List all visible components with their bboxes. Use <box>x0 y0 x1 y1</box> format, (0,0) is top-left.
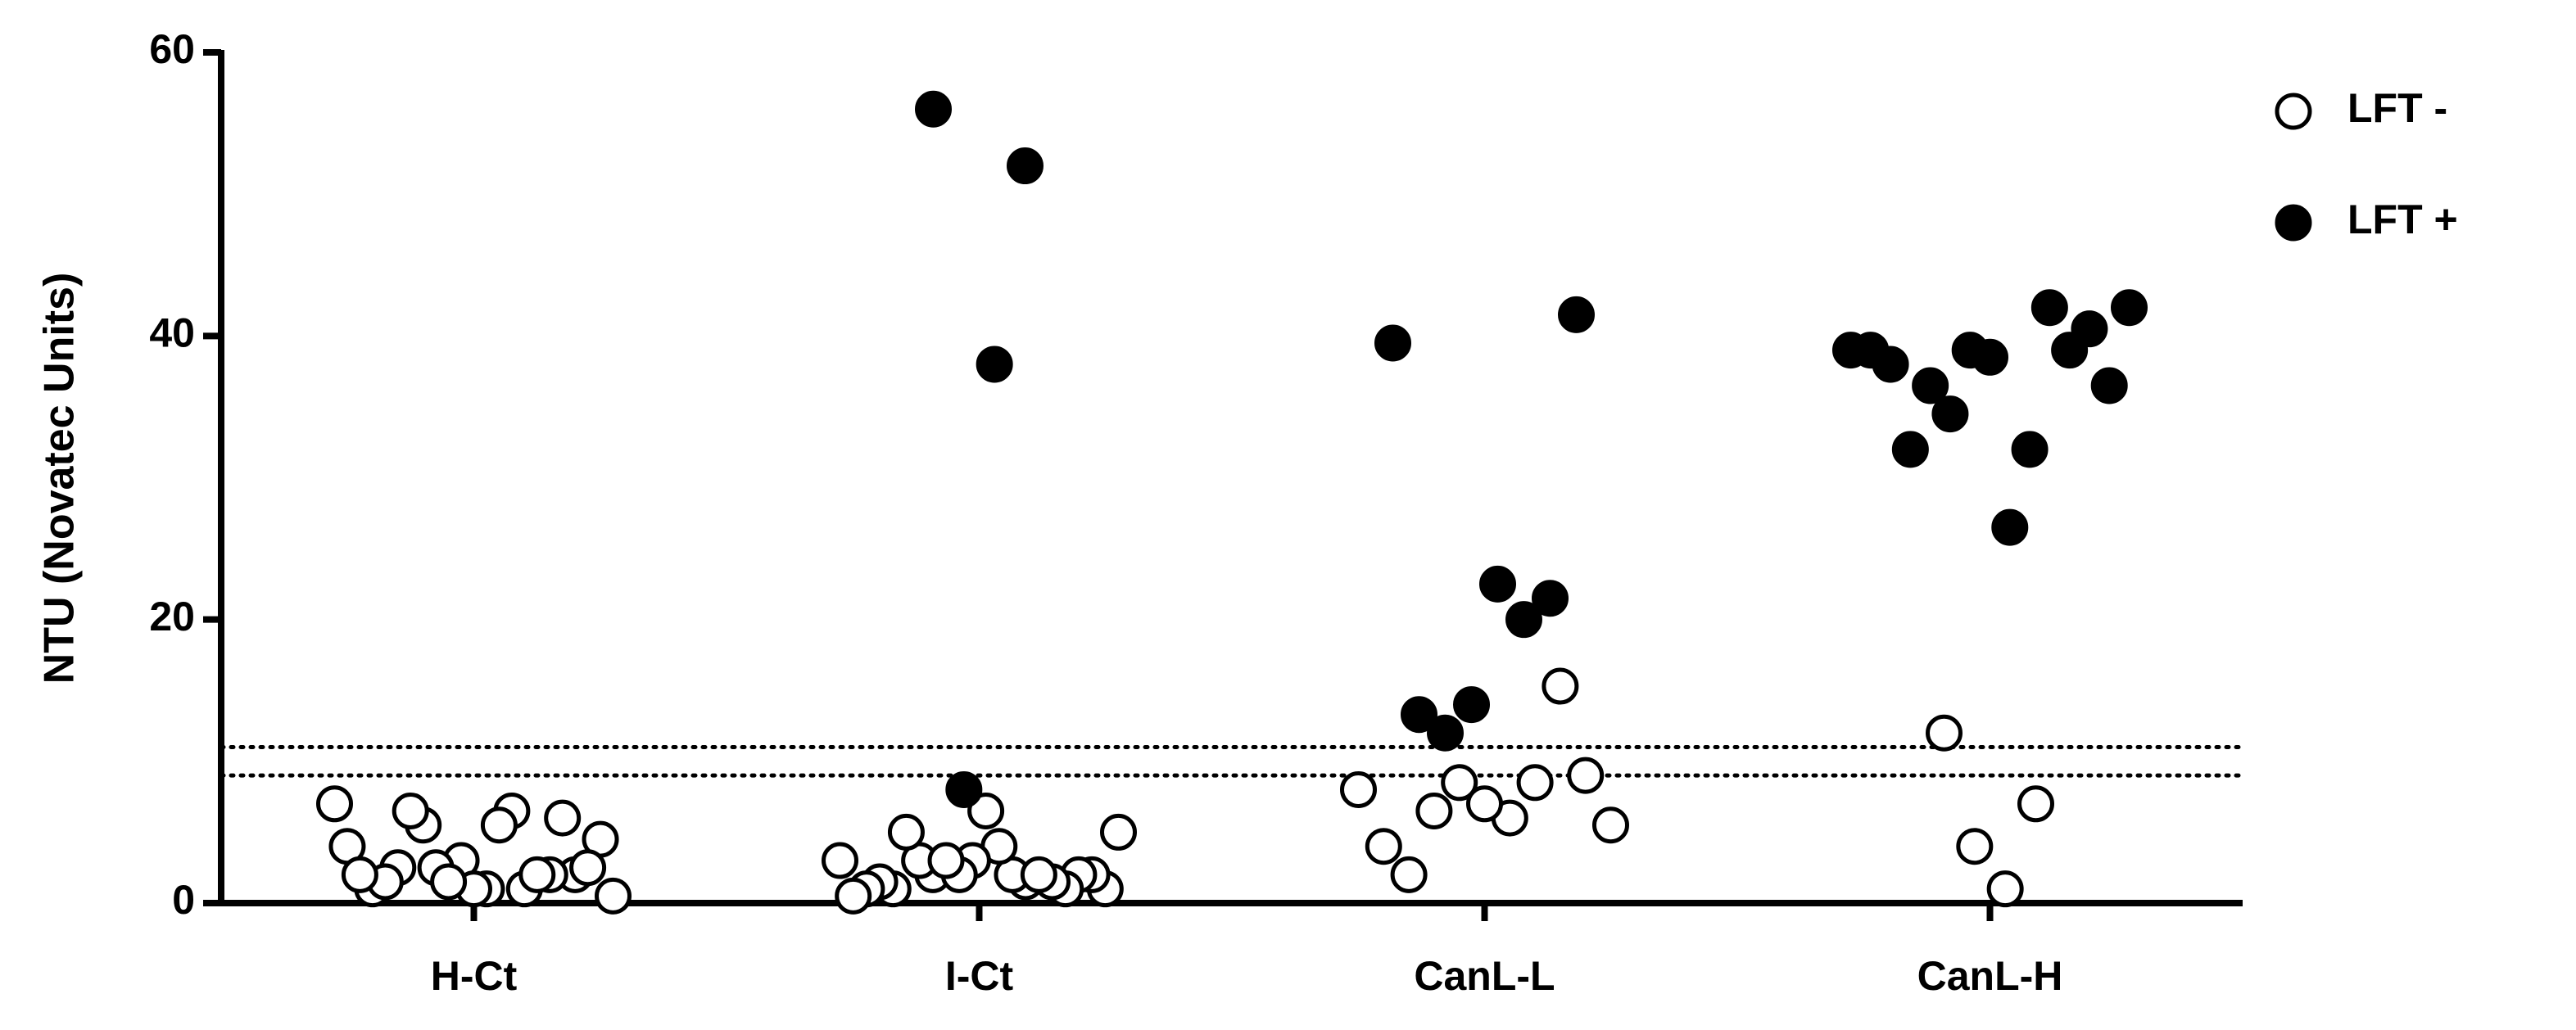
data-point <box>945 770 983 808</box>
data-point <box>927 842 965 879</box>
data-point <box>1365 828 1402 865</box>
data-point <box>518 856 556 893</box>
data-point <box>341 856 378 893</box>
data-point <box>1956 828 1994 865</box>
data-point <box>1007 147 1044 185</box>
data-point <box>2011 431 2049 468</box>
data-point <box>1558 296 1595 333</box>
data-point <box>1466 785 1503 823</box>
data-point <box>1505 601 1542 639</box>
y-tick-label: 20 <box>149 594 195 639</box>
data-point <box>1912 367 1949 404</box>
data-point <box>976 346 1013 383</box>
data-point <box>1516 764 1554 802</box>
x-tick-label: CanL-H <box>1917 953 2063 999</box>
data-point <box>1479 565 1516 603</box>
legend-marker <box>2275 93 2312 130</box>
data-point <box>392 792 429 829</box>
data-point <box>822 842 858 879</box>
data-point <box>1926 714 1963 752</box>
y-axis-label: NTU (Novatec Units) <box>36 273 84 684</box>
x-tick-label: I-Ct <box>945 953 1014 999</box>
data-point <box>1374 324 1411 362</box>
data-point <box>1931 395 1969 433</box>
data-point <box>2051 332 2089 369</box>
legend-marker <box>2275 204 2312 242</box>
data-point <box>2030 289 2068 327</box>
y-tick-label: 40 <box>149 310 195 356</box>
data-point <box>569 849 607 887</box>
legend-label: LFT + <box>2347 197 2458 242</box>
data-point <box>1986 870 2024 908</box>
data-point <box>835 877 872 915</box>
data-point <box>1453 686 1490 724</box>
data-point <box>1340 770 1377 808</box>
data-point <box>1542 667 1579 705</box>
data-point <box>1390 856 1428 893</box>
x-tick-label: H-Ct <box>431 953 518 999</box>
data-point <box>595 877 632 915</box>
data-point <box>316 785 353 823</box>
data-point <box>2017 785 2054 823</box>
y-tick-label: 60 <box>149 26 195 72</box>
data-point <box>480 806 518 844</box>
data-point <box>1020 856 1057 893</box>
data-point <box>1592 806 1629 844</box>
data-point <box>1891 431 1929 468</box>
data-point <box>1441 764 1478 802</box>
data-point <box>1100 813 1137 851</box>
data-point <box>915 90 952 128</box>
data-point <box>1951 332 1989 369</box>
data-point <box>2090 367 2128 404</box>
data-point <box>430 863 468 901</box>
x-tick-label: CanL-L <box>1414 953 1555 999</box>
data-point <box>1991 508 2029 546</box>
data-point <box>1852 332 1890 369</box>
data-point <box>1427 714 1464 752</box>
data-point <box>1415 792 1453 829</box>
y-tick-label: 0 <box>172 877 195 923</box>
data-point <box>2111 289 2148 327</box>
data-point <box>887 813 925 851</box>
data-point <box>1401 696 1437 734</box>
data-point <box>1532 580 1569 617</box>
legend-label: LFT - <box>2347 85 2447 131</box>
data-point <box>1567 757 1605 794</box>
data-point <box>544 799 582 837</box>
data-point <box>967 792 1005 829</box>
